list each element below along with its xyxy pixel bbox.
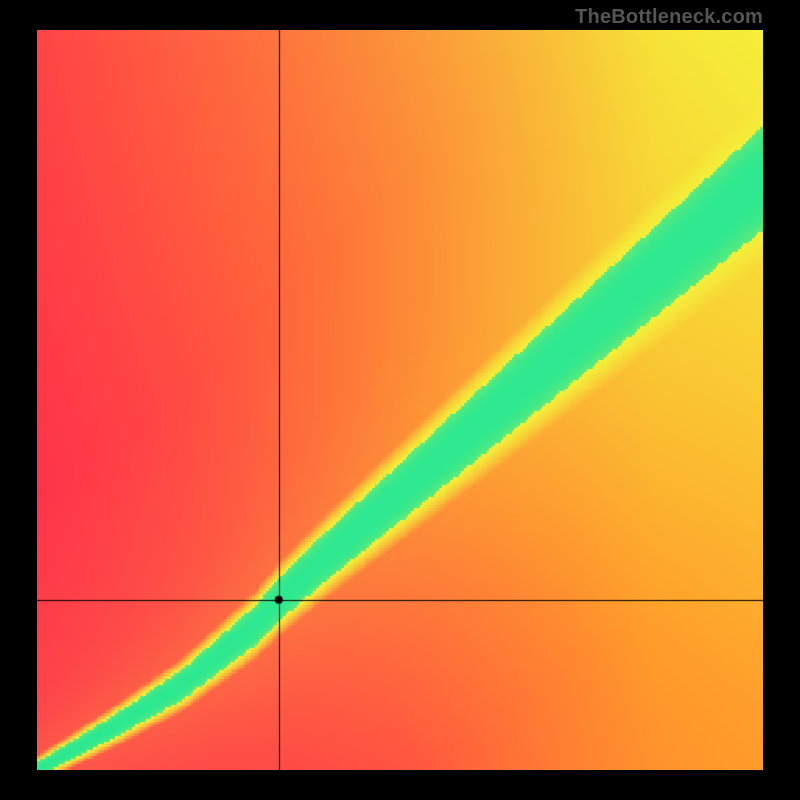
chart-frame: TheBottleneck.com (0, 0, 800, 800)
heatmap-canvas (37, 30, 763, 770)
heatmap-plot (37, 30, 763, 770)
watermark-text: TheBottleneck.com (575, 6, 763, 29)
